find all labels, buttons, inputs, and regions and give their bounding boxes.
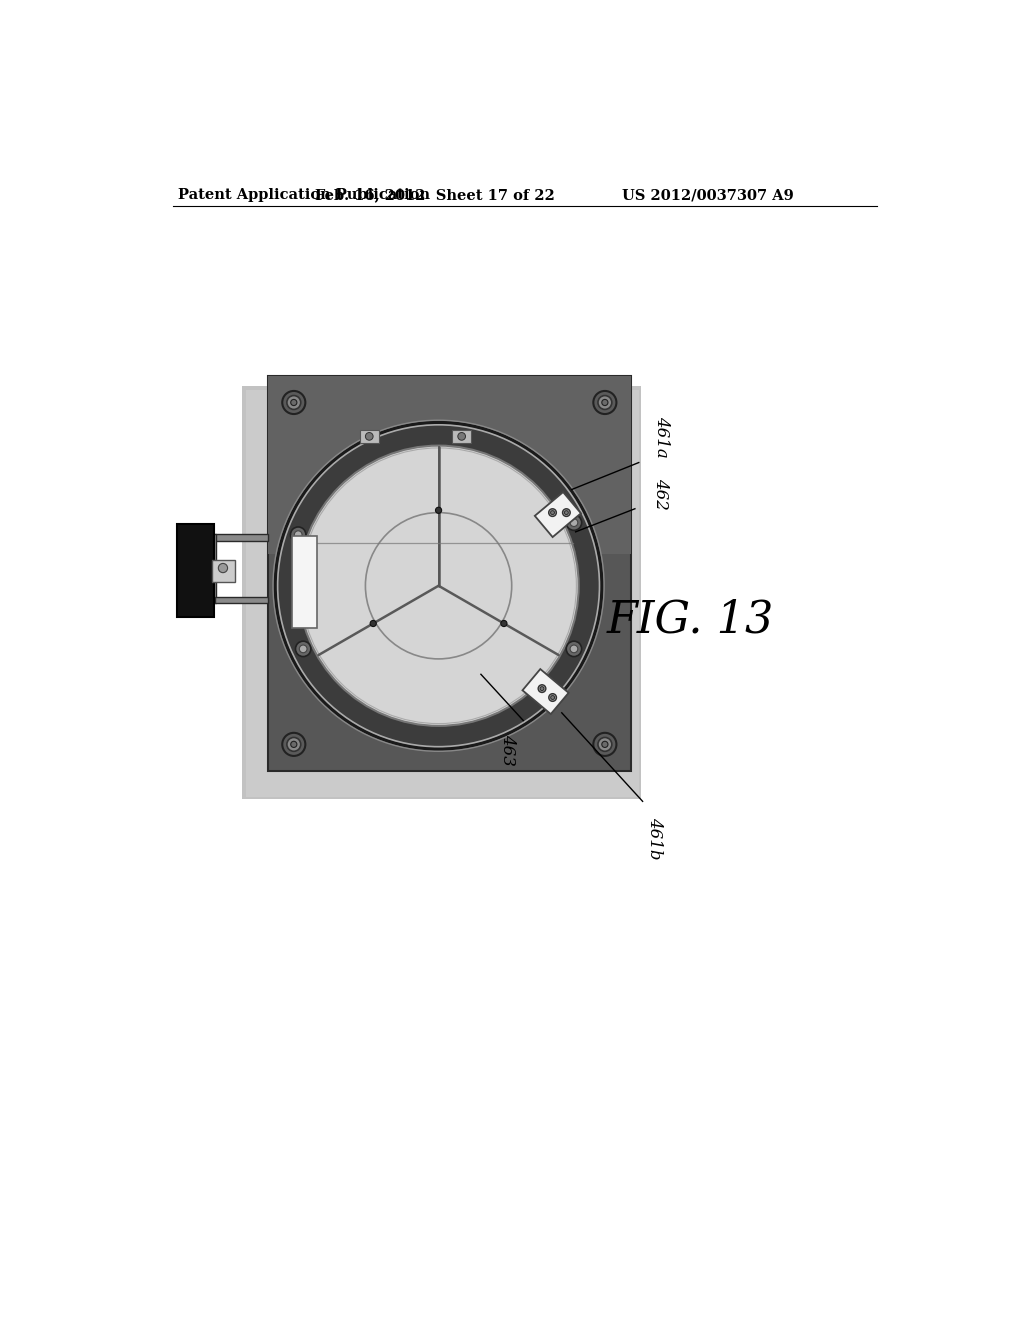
Text: Patent Application Publication: Patent Application Publication — [178, 189, 430, 202]
Circle shape — [602, 742, 608, 747]
Circle shape — [294, 531, 302, 539]
Circle shape — [549, 508, 556, 516]
Circle shape — [366, 433, 373, 441]
Circle shape — [564, 511, 568, 515]
Circle shape — [296, 642, 311, 656]
Circle shape — [283, 733, 305, 756]
Circle shape — [549, 693, 556, 701]
Bar — [215, 535, 267, 541]
Circle shape — [370, 620, 376, 627]
FancyBboxPatch shape — [535, 492, 581, 537]
Circle shape — [287, 396, 301, 409]
Circle shape — [562, 508, 570, 516]
Circle shape — [593, 391, 616, 414]
Circle shape — [275, 422, 602, 748]
Circle shape — [602, 400, 608, 405]
Bar — [267, 376, 631, 553]
Circle shape — [539, 685, 546, 693]
Circle shape — [570, 519, 578, 527]
Bar — [212, 560, 236, 582]
Text: 462: 462 — [652, 478, 669, 510]
Circle shape — [291, 742, 297, 747]
Bar — [177, 524, 214, 616]
Text: US 2012/0037307 A9: US 2012/0037307 A9 — [622, 189, 794, 202]
Bar — [243, 387, 641, 799]
Bar — [292, 536, 316, 628]
Text: FIG. 13: FIG. 13 — [606, 599, 774, 642]
Circle shape — [458, 433, 466, 441]
Circle shape — [287, 738, 301, 751]
Circle shape — [566, 642, 582, 656]
Bar — [209, 535, 216, 603]
Text: 463: 463 — [500, 734, 516, 766]
Circle shape — [598, 738, 611, 751]
Circle shape — [540, 686, 544, 690]
Text: Feb. 16, 2012  Sheet 17 of 22: Feb. 16, 2012 Sheet 17 of 22 — [314, 189, 555, 202]
Circle shape — [298, 446, 579, 726]
Circle shape — [551, 696, 555, 700]
Text: 461a: 461a — [653, 416, 671, 458]
FancyBboxPatch shape — [522, 669, 568, 714]
Circle shape — [435, 507, 441, 513]
Circle shape — [598, 396, 611, 409]
Circle shape — [291, 400, 297, 405]
Bar — [215, 597, 267, 603]
Bar — [267, 376, 631, 771]
Circle shape — [291, 527, 306, 543]
Bar — [360, 430, 379, 442]
Circle shape — [218, 564, 227, 573]
Text: 461b: 461b — [646, 817, 663, 859]
Circle shape — [501, 620, 507, 627]
Circle shape — [593, 733, 616, 756]
Circle shape — [551, 511, 554, 515]
Circle shape — [299, 645, 307, 652]
Circle shape — [570, 645, 578, 652]
Bar — [453, 430, 471, 442]
Bar — [246, 391, 639, 797]
Circle shape — [566, 515, 582, 531]
Circle shape — [283, 391, 305, 414]
